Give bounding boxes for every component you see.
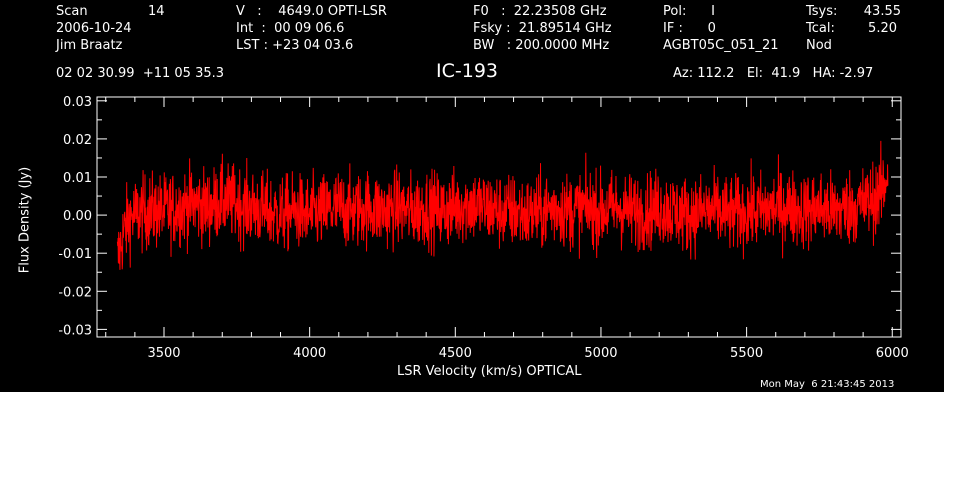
x-tick-label: 4000 xyxy=(293,346,326,361)
y-tick-label: -0.02 xyxy=(58,285,92,300)
source-coordinates: 02 02 30.99 +11 05 35.3 xyxy=(56,66,225,81)
plot-timestamp: Mon May 6 21:43:45 2013 xyxy=(760,379,895,390)
y-tick-label: -0.03 xyxy=(58,323,92,338)
y-tick-label: 0.01 xyxy=(63,171,92,186)
data-layer xyxy=(116,140,889,270)
scan-value: 14 xyxy=(148,4,165,19)
f0-line: F0 : 22.23508 GHz xyxy=(473,4,607,19)
y-tick-label: -0.01 xyxy=(58,247,92,262)
x-tick-label: 5000 xyxy=(584,346,617,361)
obs-date: 2006-10-24 xyxy=(56,21,132,36)
if-line: IF : 0 xyxy=(663,21,716,36)
az-el-ha-line: Az: 112.2 El: 41.9 HA: -2.97 xyxy=(673,66,874,81)
tsys-label: Tsys: xyxy=(806,4,838,19)
tick-layer xyxy=(97,97,901,337)
tcal-label: Tcal: xyxy=(806,21,835,36)
velocity-line: V : 4649.0 OPTI-LSR xyxy=(236,4,387,19)
observer-name: Jim Braatz xyxy=(56,38,123,53)
tcal-value: 5.20 xyxy=(868,21,897,36)
y-tick-label: 0.03 xyxy=(63,95,92,110)
x-tick-label: 5500 xyxy=(730,346,763,361)
x-tick-label: 6000 xyxy=(876,346,909,361)
nod-mode: Nod xyxy=(806,38,832,53)
spectrum-series-line xyxy=(116,140,889,270)
y-tick-label: 0.00 xyxy=(63,209,92,224)
x-axis-label: LSR Velocity (km/s) OPTICAL xyxy=(397,364,582,379)
tick-label-layer: 3500 4000 4500 5000 5500 6000 -0.03 -0.02 -0.01 0… xyxy=(58,95,908,361)
project-id: AGBT05C_051_21 xyxy=(663,38,779,53)
tsys-value: 43.55 xyxy=(863,4,901,19)
integration-line: Int : 00 09 06.6 xyxy=(236,21,345,36)
plot-frame xyxy=(96,96,902,338)
scan-label: Scan xyxy=(56,4,88,19)
chart-title: IC-193 xyxy=(436,60,498,82)
y-tick-label: 0.02 xyxy=(63,133,92,148)
pol-line: Pol: I xyxy=(663,4,715,19)
fsky-line: Fsky : 21.89514 GHz xyxy=(473,21,612,36)
x-tick-label: 3500 xyxy=(147,346,180,361)
spectrum-chart: 3500 4000 4500 5000 5500 6000 -0.03 -0.02 -0.01 0… xyxy=(58,95,908,361)
bw-line: BW : 200.0000 MHz xyxy=(473,38,610,53)
x-tick-label: 4500 xyxy=(439,346,472,361)
plot-panel: 3500 4000 4500 5000 5500 6000 -0.03 -0.02 -0.01 0… xyxy=(0,0,944,392)
lst-line: LST : +23 04 03.6 xyxy=(236,38,354,53)
y-axis-label: Flux Density (Jy) xyxy=(17,166,33,274)
